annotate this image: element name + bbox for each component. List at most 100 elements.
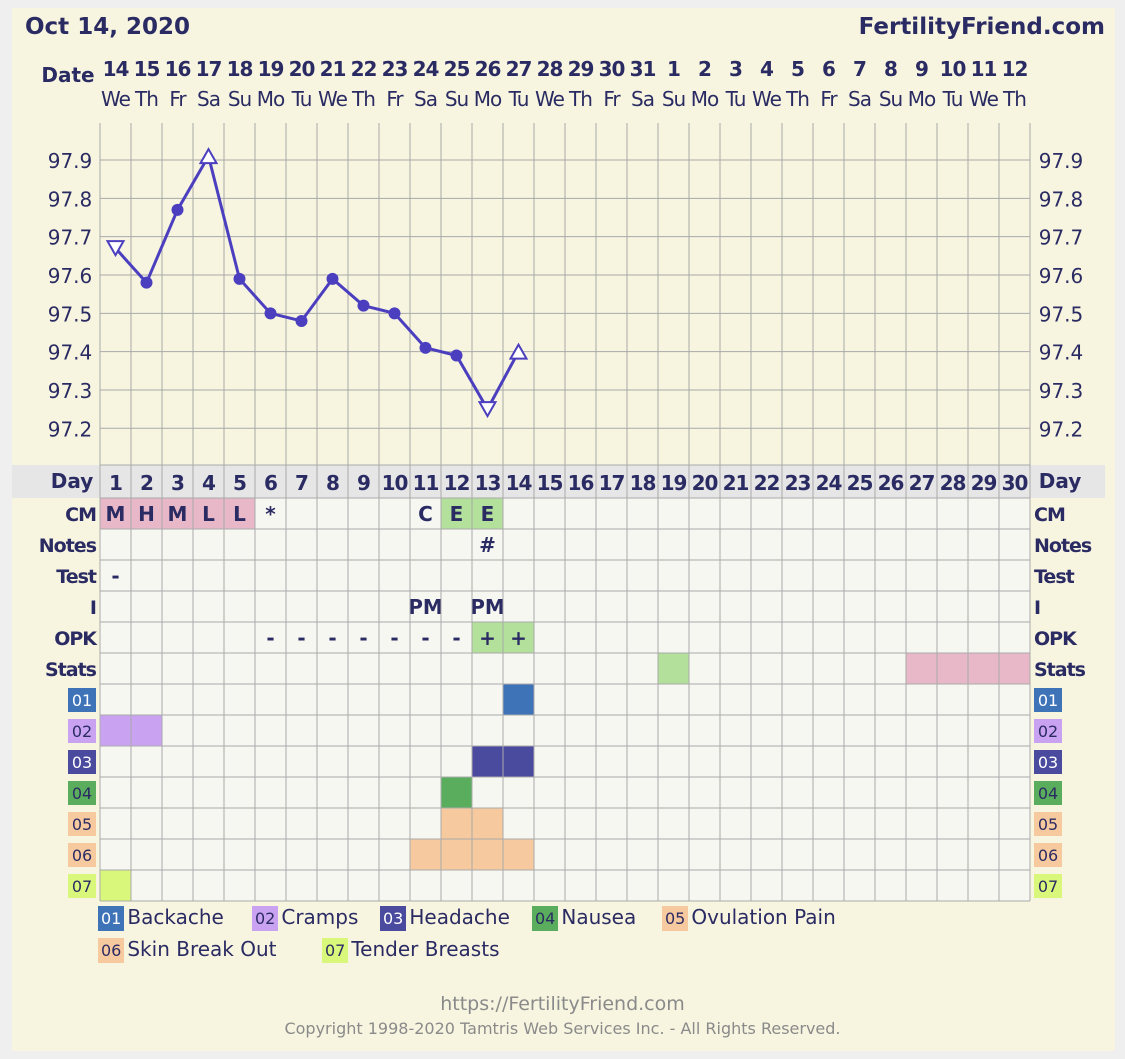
symptom-cell-03 — [503, 746, 534, 777]
weekday-label: We — [318, 87, 348, 111]
chart-date-title: Oct 14, 2020 — [25, 14, 190, 40]
temperature-point — [388, 307, 401, 320]
stats-cell — [906, 653, 937, 684]
legend-item: 03 Headache — [380, 905, 510, 931]
stats-cell — [968, 653, 999, 684]
cycle-day-number: 18 — [630, 471, 656, 495]
cycle-day-number: 2 — [140, 471, 153, 495]
weekday-label: Mo — [691, 87, 719, 111]
weekday-label: Mo — [257, 87, 285, 111]
date-number: 15 — [134, 57, 160, 81]
weekday-label: Tu — [725, 87, 746, 111]
weekday-label: Sa — [848, 87, 871, 111]
weekday-label: Tu — [291, 87, 312, 111]
temperature-point — [171, 203, 184, 216]
weekday-label: Mo — [908, 87, 936, 111]
y-tick-label-left: 97.9 — [48, 149, 93, 173]
cycle-day-number: 17 — [599, 471, 625, 495]
date-number: 23 — [382, 57, 408, 81]
symptom-code-left: 06 — [72, 846, 92, 865]
weekday-label: Th — [785, 87, 809, 111]
date-number: 25 — [444, 57, 470, 81]
legend-item: 06 Skin Break Out — [98, 937, 277, 963]
date-number: 16 — [165, 57, 191, 81]
footer-url[interactable]: https://FertilityFriend.com — [440, 993, 685, 1015]
cycle-day-number: 7 — [295, 471, 308, 495]
row-label-i: I — [90, 597, 96, 619]
temperature-point-open-down — [105, 240, 126, 258]
temperature-point — [419, 341, 432, 354]
row-label-right-test: Test — [1034, 566, 1075, 588]
symptom-badge-left — [68, 812, 96, 836]
temperature-point — [326, 272, 339, 285]
date-label: Date — [41, 63, 94, 87]
weekday-label: Th — [568, 87, 592, 111]
opk-value: - — [359, 626, 367, 650]
cm-value: H — [138, 502, 155, 526]
cm-cell — [162, 498, 193, 529]
row-label-stats: Stats — [45, 659, 97, 681]
row-label-right-i: I — [1034, 597, 1040, 619]
date-number: 5 — [791, 57, 804, 81]
legend-item: 04 Nausea — [532, 905, 636, 931]
cm-cell — [224, 498, 255, 529]
symptom-badge-left — [68, 688, 96, 712]
cycle-day-number: 9 — [357, 471, 370, 495]
cm-value: L — [202, 502, 215, 526]
weekday-label: We — [752, 87, 782, 111]
temperature-point — [264, 307, 277, 320]
opk-cell — [472, 622, 503, 653]
y-tick-label-right: 97.5 — [1039, 302, 1084, 326]
weekday-label: Th — [351, 87, 375, 111]
cycle-day-number: 26 — [878, 471, 904, 495]
date-number: 28 — [537, 57, 563, 81]
legend-label: Backache — [127, 905, 224, 929]
cycle-day-number: 4 — [202, 471, 215, 495]
row-label-opk: OPK — [54, 628, 98, 650]
symptom-cell-05 — [472, 808, 503, 839]
opk-value: - — [266, 626, 274, 650]
cycle-day-number: 24 — [816, 471, 842, 495]
cycle-day-number: 1 — [109, 471, 122, 495]
symptom-badge-left — [68, 843, 96, 867]
symptom-badge-right — [1034, 812, 1062, 836]
legend-item: 02 Cramps — [252, 905, 358, 931]
cycle-day-number: 12 — [444, 471, 470, 495]
chart-card: Date 14 15 16 17 18 19 20 21 22 23 24 25 26 27 28 29 30 31… — [12, 8, 1115, 1051]
legend-label: Ovulation Pain — [691, 905, 836, 929]
opk-value: + — [510, 626, 527, 650]
date-number: 22 — [351, 57, 377, 81]
cycle-day-number: 3 — [171, 471, 184, 495]
y-tick-label-left: 97.6 — [48, 264, 93, 288]
y-tick-label-right: 97.9 — [1039, 149, 1084, 173]
weekday-label: Sa — [197, 87, 220, 111]
weekday-label: Tu — [942, 87, 963, 111]
cycle-day-number: 30 — [1002, 471, 1028, 495]
weekday-label: Tu — [508, 87, 529, 111]
date-number: 9 — [915, 57, 928, 81]
symptom-code-left: 07 — [72, 877, 92, 896]
symptom-cell-06 — [472, 839, 503, 870]
y-tick-label-right: 97.6 — [1039, 264, 1084, 288]
date-number: 20 — [289, 57, 315, 81]
temperature-point — [357, 299, 370, 312]
cycle-day-number: 6 — [264, 471, 277, 495]
symptom-code-left: 05 — [72, 815, 92, 834]
date-number: 30 — [599, 57, 625, 81]
symptom-badge-right — [1034, 781, 1062, 805]
date-number: 27 — [506, 57, 532, 81]
symptom-badge-right — [1034, 874, 1062, 898]
temperature-point — [233, 272, 246, 285]
symptom-code-right: 05 — [1038, 815, 1058, 834]
y-tick-label-right: 97.4 — [1039, 341, 1084, 365]
weekday-label: Fr — [820, 87, 838, 111]
date-number: 3 — [729, 57, 742, 81]
symptom-cell-06 — [410, 839, 441, 870]
cycle-day-number: 23 — [785, 471, 811, 495]
cm-value: * — [265, 502, 276, 526]
cm-value: M — [168, 502, 188, 526]
day-row-label-bg-left — [12, 465, 100, 498]
cycle-day-number: 11 — [413, 471, 439, 495]
day-label-right: Day — [1039, 469, 1082, 493]
symptom-cell-02 — [100, 715, 131, 746]
